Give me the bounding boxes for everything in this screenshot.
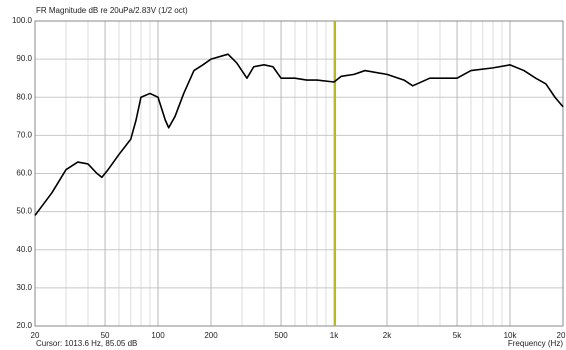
y-tick-label: 50.0 (16, 207, 32, 216)
x-tick-label: 50 (101, 331, 110, 340)
x-tick-label: 500 (274, 331, 288, 340)
x-tick-label: 2k (383, 331, 392, 340)
x-tick-label: 10k (504, 331, 518, 340)
y-tick-label: 20.0 (16, 321, 32, 330)
y-tick-label: 40.0 (16, 245, 32, 254)
y-tick-label: 100.0 (12, 16, 33, 25)
cursor-label: Cursor: 1013.6 Hz, 85.05 dB (36, 339, 137, 348)
data-line (34, 53, 564, 216)
y-tick-label: 90.0 (16, 54, 32, 63)
y-tick-label: 70.0 (16, 130, 32, 139)
y-tick-label: 60.0 (16, 169, 32, 178)
x-tick-label: 200 (204, 331, 218, 340)
x-axis-label: Frequency (Hz) (508, 339, 563, 348)
x-tick-label: 20k (557, 331, 566, 340)
y-tick-label: 30.0 (16, 283, 32, 292)
x-tick-label: 100 (151, 331, 165, 340)
plot-frame (34, 20, 564, 327)
x-tick-label: 20 (31, 331, 40, 340)
chart-title: FR Magnitude dB re 20uPa/2.83V (1/2 oct) (36, 6, 188, 15)
x-tick-label: 5k (453, 331, 462, 340)
y-tick-label: 80.0 (16, 92, 32, 101)
x-tick-label: 1k (330, 331, 339, 340)
